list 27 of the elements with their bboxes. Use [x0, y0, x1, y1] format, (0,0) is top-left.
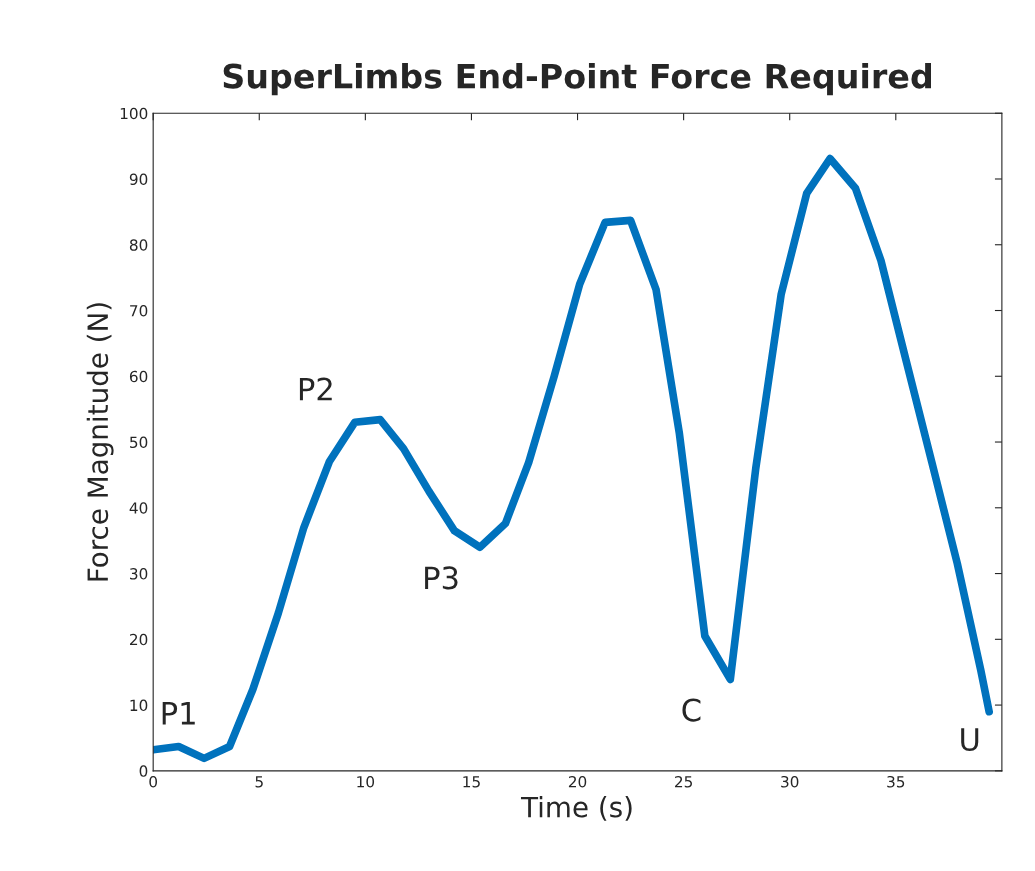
- y-tick-label: 90: [129, 173, 148, 186]
- y-tick-label: 20: [130, 633, 148, 646]
- x-tick-label: 0: [149, 775, 158, 788]
- y-tick-label: 10: [130, 699, 148, 712]
- annotation: C: [682, 698, 701, 722]
- annotation: P2: [299, 377, 332, 401]
- y-tick-label: 50: [130, 436, 148, 449]
- x-axis-title: Time (s): [520, 796, 632, 821]
- x-tick-label: 20: [568, 775, 587, 788]
- y-tick-label: 70: [130, 304, 148, 317]
- y-tick-label: 0: [139, 765, 148, 777]
- y-tick-label: 40: [129, 502, 148, 514]
- x-tick-label: 15: [463, 776, 480, 788]
- x-tick-label: 5: [255, 776, 263, 788]
- annotation: P3: [425, 566, 458, 590]
- y-tick-label: 80: [129, 239, 148, 251]
- x-tick-label: 25: [675, 775, 692, 788]
- y-tick-label: 100: [120, 107, 148, 120]
- annotation: U: [961, 728, 979, 752]
- y-axis-title: Force Magnitude (N): [86, 303, 114, 581]
- x-tick-label: 10: [357, 775, 375, 788]
- y-tick-label: 60: [129, 370, 148, 383]
- x-tick-label: 35: [887, 775, 905, 788]
- x-tick-label: 30: [781, 775, 799, 788]
- y-tick-label: 30: [130, 568, 148, 580]
- chart-title: SuperLimbs End-Point Force Required: [223, 62, 931, 96]
- annotation: P1: [162, 702, 195, 725]
